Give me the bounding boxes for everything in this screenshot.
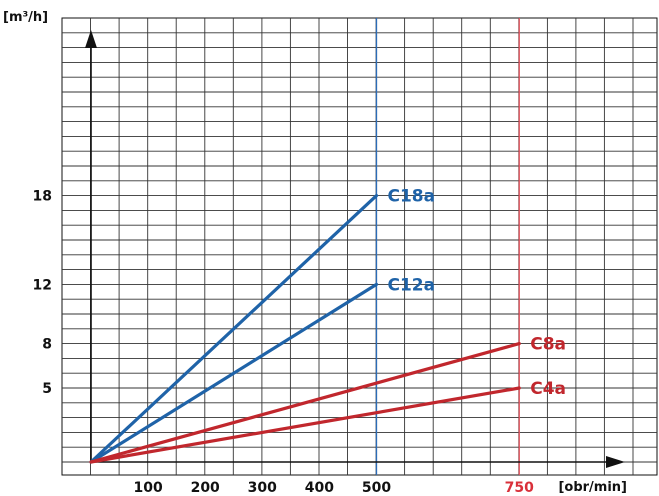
x-tick-label: 400 [305, 480, 334, 496]
vertical-markers [375, 18, 520, 475]
series-label-c4a: C4a [530, 379, 566, 399]
x-tick-label: 300 [248, 480, 277, 496]
plot-frame [61, 17, 658, 476]
x-tick-label: 100 [133, 480, 162, 496]
series-line-c12a [89, 282, 379, 464]
y-tick-label: 18 [33, 189, 52, 205]
y-tick-label: 5 [42, 381, 52, 397]
axes [85, 30, 625, 468]
series-line-c4a [89, 386, 521, 464]
series-line-c8a [89, 342, 521, 464]
x-axis-arrow-icon [606, 456, 625, 468]
y-tick-label: 12 [33, 277, 52, 293]
x-axis-label: [obr/min] [558, 480, 627, 495]
labels: C18a C12a C8a C4a 5 8 12 18 100 200 300 400 500 750 [m… [3, 10, 627, 496]
series-lines [89, 194, 521, 464]
series-line-c18a [89, 194, 379, 464]
series-label-c12a: C12a [388, 275, 436, 295]
x-tick-label: 200 [191, 480, 220, 496]
y-tick-label: 8 [42, 337, 52, 353]
x-tick-label: 500 [362, 480, 391, 496]
y-axis-arrow-icon [85, 30, 97, 48]
series-label-c18a: C18a [388, 187, 436, 207]
y-axis-label: [m³/h] [3, 10, 48, 25]
x-tick-label: 750 [505, 480, 534, 496]
series-label-c8a: C8a [530, 335, 566, 355]
